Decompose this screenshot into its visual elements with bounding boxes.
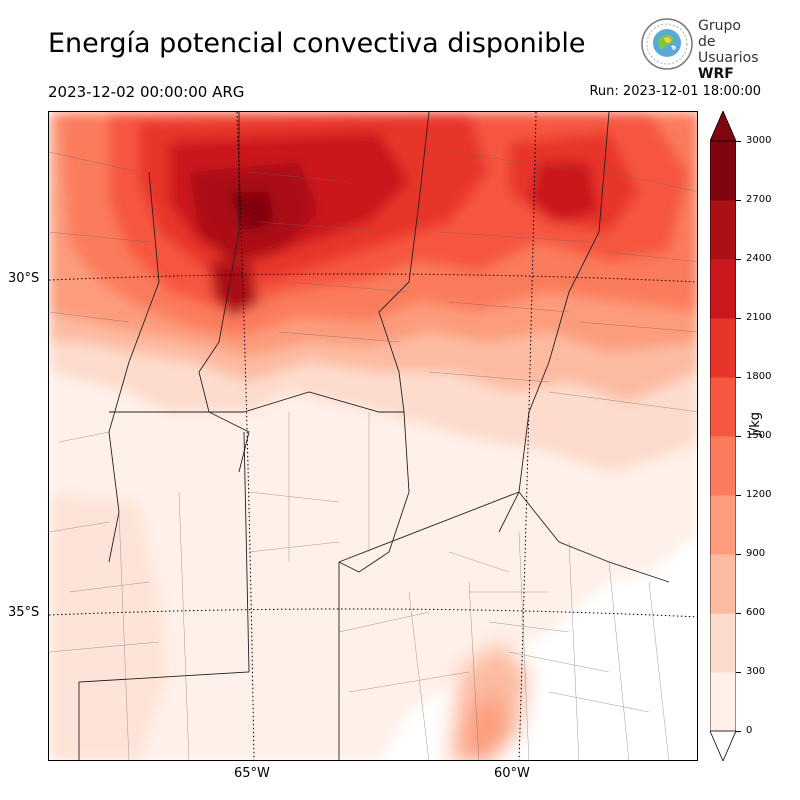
colorbar-bin: [710, 554, 736, 614]
colorbar-unit-label: J/kg: [748, 412, 763, 436]
valid-time: 2023-12-02 00:00:00 ARG: [48, 83, 245, 101]
colorbar-bin: [710, 259, 736, 319]
colorbar-tick-label: 2400: [746, 253, 772, 264]
wrf-logo: Grupo de Usuarios WRF: [640, 16, 760, 82]
colorbar-tick-label: 600: [746, 607, 766, 618]
colorbar-frame: [710, 140, 736, 732]
colorbar-tick-label: 1500: [746, 430, 772, 441]
colorbar-tick-label: 2100: [746, 312, 772, 323]
colorbar-tick-mark: [736, 495, 741, 496]
colorbar-extend-min: [710, 730, 736, 761]
colorbar-bin: [710, 613, 736, 673]
colorbar-bin: [710, 495, 736, 555]
colorbar-tick-label: 900: [746, 548, 766, 559]
colorbar-tick-mark: [736, 613, 741, 614]
colorbar-tick-label: 300: [746, 666, 766, 677]
colorbar-tick-mark: [736, 259, 741, 260]
colorbar-tick-label: 2700: [746, 194, 772, 205]
cape-map: [48, 111, 698, 761]
logo-line2: Usuarios: [698, 50, 759, 66]
colorbar-tick-mark: [736, 200, 741, 201]
logo-line1: Grupo de: [698, 18, 741, 50]
colorbar-bin: [710, 436, 736, 496]
globe-icon: [641, 18, 693, 70]
colorbar-bin: [710, 141, 736, 201]
colorbar-tick-mark: [736, 436, 741, 437]
colorbar-extend-max: [710, 111, 736, 142]
colorbar-tick-mark: [736, 554, 741, 555]
colorbar-tick-label: 3000: [746, 135, 772, 146]
lon-label-65w: 65°W: [234, 766, 270, 781]
cape-field: [49, 112, 697, 760]
colorbar-tick-mark: [736, 377, 741, 378]
colorbar-bin: [710, 672, 736, 732]
colorbar-tick-label: 1200: [746, 489, 772, 500]
colorbar-bin: [710, 200, 736, 260]
colorbar-tick-label: 0: [746, 725, 753, 736]
colorbar-tick-label: 1800: [746, 371, 772, 382]
colorbar-tick-mark: [736, 731, 741, 732]
colorbar-tick-mark: [736, 141, 741, 142]
colorbar-bin: [710, 377, 736, 437]
colorbar-bin: [710, 318, 736, 378]
colorbar: [710, 111, 736, 761]
lat-label-35s: 35°S: [8, 605, 40, 620]
page-title: Energía potencial convectiva disponible: [48, 28, 586, 59]
logo-text: Grupo de Usuarios WRF: [698, 18, 760, 82]
run-time: Run: 2023-12-01 18:00:00: [589, 84, 761, 99]
lat-label-30s: 30°S: [8, 271, 40, 286]
colorbar-tick-mark: [736, 318, 741, 319]
logo-line3: WRF: [698, 66, 734, 82]
lon-label-60w: 60°W: [494, 766, 530, 781]
colorbar-tick-mark: [736, 672, 741, 673]
